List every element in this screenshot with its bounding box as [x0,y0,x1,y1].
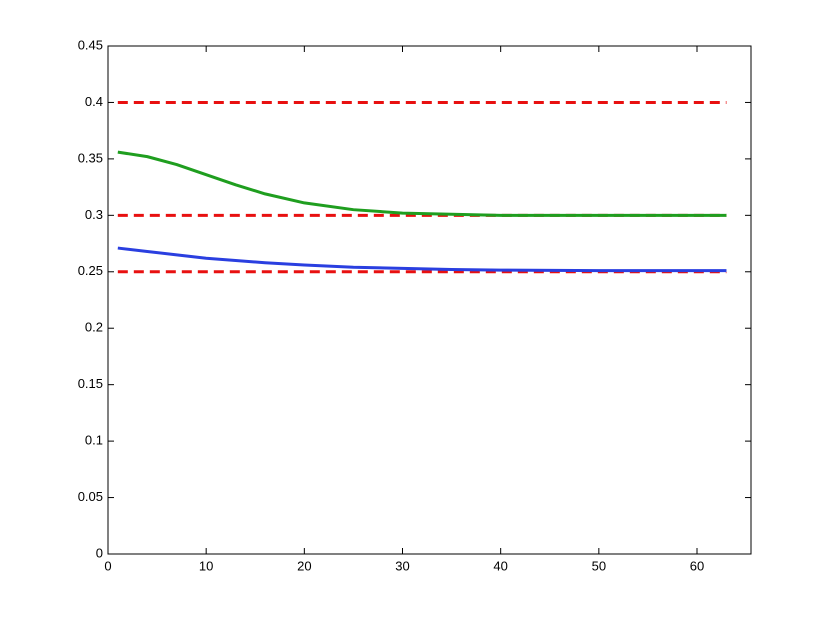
y-tick-label: 0 [96,545,103,560]
y-tick-label: 0.35 [78,150,103,165]
x-tick-label: 40 [493,558,507,573]
x-tick-label: 10 [199,558,213,573]
y-tick-label: 0.45 [78,37,103,52]
line-series [117,150,727,217]
x-tick-label: 20 [297,558,311,573]
x-tick-label: 50 [592,558,606,573]
y-tick-label: 0.3 [85,207,103,222]
plot-frame [107,45,752,555]
y-tick-label: 0.05 [78,489,103,504]
y-tick-label: 0.15 [78,376,103,391]
y-tick-label: 0.2 [85,320,103,335]
x-tick-label: 0 [104,558,111,573]
y-tick-label: 0.1 [85,433,103,448]
line-series [117,246,727,273]
y-tick-label: 0.4 [85,94,103,109]
x-tick-label: 30 [395,558,409,573]
x-tick-label: 60 [690,558,704,573]
y-tick-label: 0.25 [78,263,103,278]
